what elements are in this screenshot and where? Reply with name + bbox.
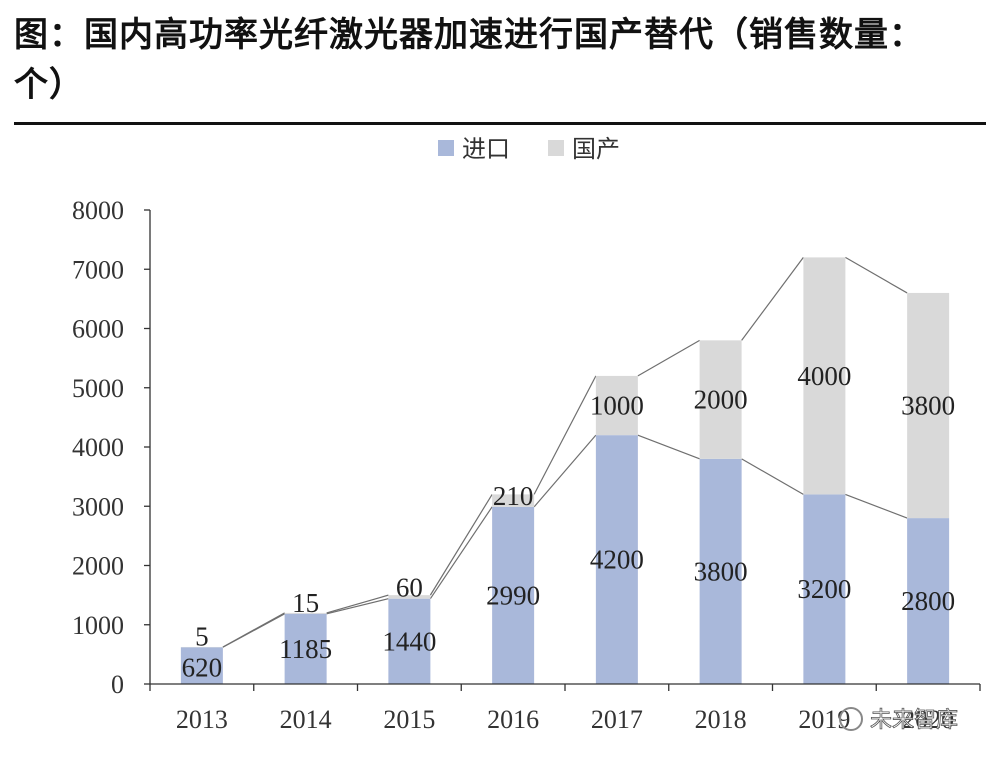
data-label-0-6: 3200 <box>797 574 851 604</box>
connector-lines <box>222 256 908 648</box>
y-tick-label-7: 7000 <box>72 255 124 284</box>
tick-labels: 0 1000 2000 3000 4000 5000 6000 7000 8000 2013 201… <box>72 196 954 734</box>
y-tick-label-5: 5000 <box>72 374 124 403</box>
bar-0-2 <box>388 598 431 684</box>
bar-0-1 <box>284 613 327 684</box>
legend-label-1: 国产 <box>572 135 620 163</box>
x-tick-label-5: 2018 <box>695 705 747 734</box>
watermark: 未来智库 <box>839 707 958 733</box>
connector-top-1 <box>326 594 389 614</box>
axes <box>144 209 981 691</box>
connector-top-0 <box>222 612 285 648</box>
data-label-0-7: 2800 <box>901 586 955 616</box>
x-tick-label-1: 2014 <box>280 705 332 734</box>
watermark-text: 未来智库 <box>870 708 958 733</box>
data-label-0-4: 4200 <box>590 545 644 575</box>
connector-top-3 <box>533 375 597 495</box>
connector-top-6 <box>845 256 908 294</box>
bar-1-2 <box>388 595 431 599</box>
data-label-1-7: 3800 <box>901 391 955 421</box>
watermark-logo-icon <box>839 707 863 731</box>
legend-label-0: 进口 <box>462 135 510 163</box>
y-tick-label-3: 3000 <box>72 492 124 521</box>
data-label-1-4: 1000 <box>590 391 644 421</box>
x-tick-label-0: 2013 <box>176 705 228 734</box>
bar-0-3 <box>492 506 535 684</box>
connector-top-5 <box>741 257 804 341</box>
connector-bottom-1 <box>326 598 389 615</box>
data-label-1-3: 210 <box>493 481 534 511</box>
bar-0-0 <box>180 647 223 684</box>
bar-1-3 <box>492 494 535 507</box>
bar-0-7 <box>907 518 950 684</box>
x-tick-label-3: 2016 <box>487 705 539 734</box>
bars <box>180 257 950 684</box>
data-label-1-6: 4000 <box>797 361 851 391</box>
data-label-0-2: 1440 <box>382 626 436 656</box>
data-label-1-0: 5 <box>195 621 209 651</box>
bar-1-6 <box>803 257 846 495</box>
legend-swatch-0 <box>438 140 454 156</box>
x-tick-label-7: 2020 <box>902 705 954 734</box>
connector-bottom-6 <box>845 493 908 519</box>
data-label-0-1: 1185 <box>279 634 332 664</box>
data-label-1-5: 2000 <box>694 385 748 415</box>
data-label-0-3: 2990 <box>486 580 540 610</box>
y-tick-label-1: 1000 <box>72 611 124 640</box>
x-tick-label-2: 2015 <box>383 705 435 734</box>
bar-1-7 <box>907 292 950 519</box>
bar-0-6 <box>803 494 846 684</box>
y-tick-label-2: 2000 <box>72 552 124 581</box>
bar-1-4 <box>595 375 638 436</box>
y-tick-label-0: 0 <box>111 670 124 699</box>
connector-top-2 <box>429 494 493 596</box>
connector-top-4 <box>637 339 700 377</box>
legend: 进口 国产 <box>438 135 620 163</box>
x-tick-label-6: 2019 <box>798 705 850 734</box>
bar-0-5 <box>699 458 742 684</box>
legend-swatch-1 <box>548 140 564 156</box>
connector-bottom-5 <box>741 458 804 495</box>
data-label-0-0: 620 <box>182 652 223 682</box>
y-tick-label-4: 4000 <box>72 433 124 462</box>
bar-1-1 <box>284 612 327 614</box>
chart-title: 图：国内高功率光纤激光器加速进行国产替代（销售数量：个） <box>14 15 924 105</box>
data-label-1-2: 60 <box>396 573 423 603</box>
data-label-1-1: 15 <box>292 588 319 618</box>
y-tick-label-6: 6000 <box>72 315 124 344</box>
connector-bottom-4 <box>637 434 700 460</box>
bar-0-4 <box>595 435 638 684</box>
connector-bottom-3 <box>533 434 597 508</box>
y-tick-label-8: 8000 <box>72 196 124 225</box>
x-tick-label-4: 2017 <box>591 705 643 734</box>
title-divider <box>14 122 986 125</box>
data-label-0-5: 3800 <box>694 556 748 586</box>
connector-bottom-2 <box>429 506 493 600</box>
bar-1-5 <box>699 340 742 459</box>
